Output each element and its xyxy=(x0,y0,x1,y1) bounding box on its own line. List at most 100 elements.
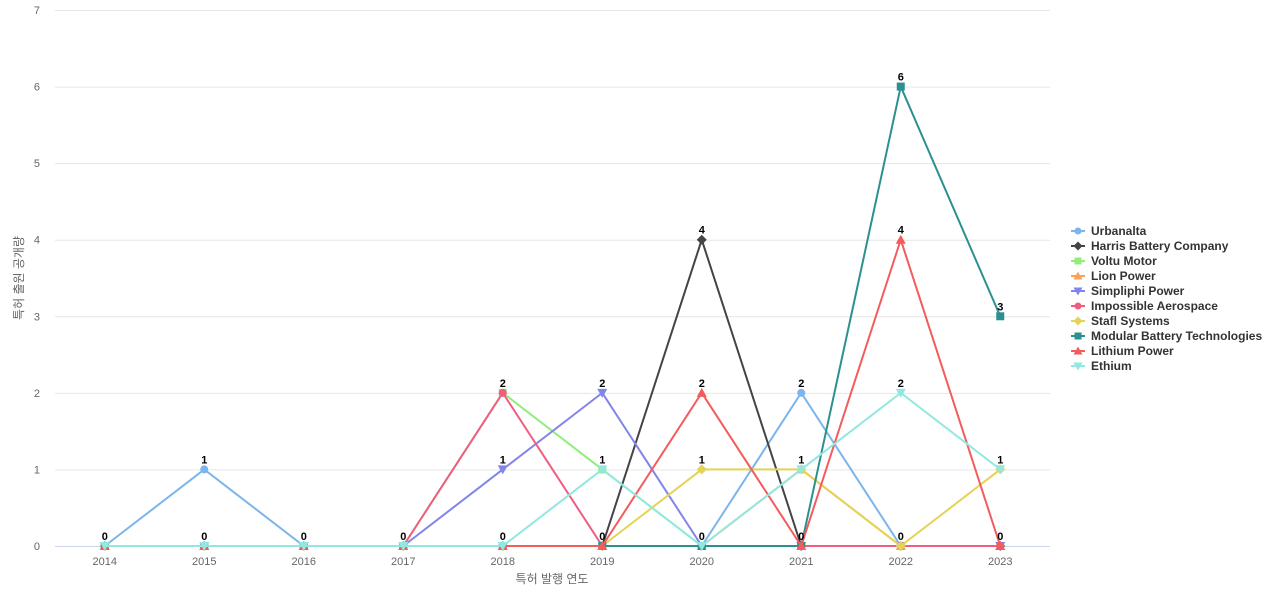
data-point[interactable] xyxy=(497,465,508,475)
y-tick-label: 6 xyxy=(34,82,40,94)
legend-item[interactable]: Lion Power xyxy=(1071,269,1156,283)
x-tick-label: 2023 xyxy=(988,556,1012,568)
data-label: 2 xyxy=(599,378,605,390)
legend-item[interactable]: Modular Battery Technologies xyxy=(1071,329,1262,343)
data-label: 1 xyxy=(500,454,506,466)
data-point[interactable] xyxy=(99,542,110,551)
legend-marker xyxy=(1074,257,1082,265)
data-point[interactable] xyxy=(597,465,608,475)
data-point[interactable] xyxy=(796,541,807,550)
legend-item[interactable]: Simpliphi Power xyxy=(1071,284,1185,298)
data-point[interactable] xyxy=(200,465,209,474)
data-label: 1 xyxy=(798,454,804,466)
legend-label: Ethium xyxy=(1091,359,1132,373)
data-label: 1 xyxy=(201,454,207,466)
legend-item[interactable]: Harris Battery Company xyxy=(1071,239,1229,253)
legend-marker xyxy=(1074,227,1082,235)
y-tick-label: 7 xyxy=(34,5,40,17)
data-point[interactable] xyxy=(597,388,608,398)
data-label: 0 xyxy=(201,531,207,543)
data-label: 1 xyxy=(997,454,1003,466)
data-label: 1 xyxy=(699,454,705,466)
x-tick-label: 2015 xyxy=(192,556,216,568)
data-labels: 0 1 0 0 0 2 1 0 2 1 0 4 2 1 0 2 1 0 6 4 2 0 3 1 0 xyxy=(102,72,1004,543)
data-point[interactable] xyxy=(796,465,807,475)
data-point[interactable] xyxy=(498,388,507,397)
data-label: 2 xyxy=(798,378,804,390)
legend-marker xyxy=(1073,271,1083,280)
data-label: 0 xyxy=(997,531,1003,543)
x-tick-label: 2018 xyxy=(491,556,515,568)
data-point[interactable] xyxy=(895,388,906,398)
legend-marker xyxy=(1074,302,1082,310)
series-group xyxy=(99,234,1006,550)
y-tick-label: 4 xyxy=(34,235,40,247)
series-line[interactable] xyxy=(103,238,1002,547)
data-label: 2 xyxy=(898,378,904,390)
legend-item[interactable]: Lithium Power xyxy=(1071,344,1174,358)
legend-item[interactable]: Stafl Systems xyxy=(1071,314,1170,328)
x-tick-label: 2021 xyxy=(789,556,813,568)
legend-label: Stafl Systems xyxy=(1091,314,1170,328)
series-group xyxy=(99,234,1006,551)
data-point[interactable] xyxy=(597,541,608,550)
data-point[interactable] xyxy=(497,542,508,551)
data-label: 0 xyxy=(699,531,705,543)
data-point[interactable] xyxy=(995,465,1006,475)
legend-item[interactable]: Voltu Motor xyxy=(1071,254,1157,268)
y-tick-label: 5 xyxy=(34,158,40,170)
data-label: 3 xyxy=(997,301,1003,313)
data-point[interactable] xyxy=(896,82,905,91)
series-line[interactable] xyxy=(103,391,1002,547)
data-point[interactable] xyxy=(895,234,906,244)
legend-label: Voltu Motor xyxy=(1091,254,1157,268)
legend-item[interactable]: Ethium xyxy=(1071,359,1132,373)
y-axis-title: 특허 출원 공개량 xyxy=(12,236,26,320)
legend-label: Harris Battery Company xyxy=(1091,239,1229,253)
legend-marker xyxy=(1073,362,1083,371)
series-lines xyxy=(99,82,1006,551)
data-label: 4 xyxy=(699,225,706,237)
x-tick-label: 2014 xyxy=(93,556,117,568)
legend-label: Simpliphi Power xyxy=(1091,284,1185,298)
data-point[interactable] xyxy=(298,542,309,551)
data-point[interactable] xyxy=(895,541,906,551)
data-point[interactable] xyxy=(199,542,210,551)
y-tick-label: 0 xyxy=(34,541,40,553)
legend-marker xyxy=(1073,316,1083,326)
data-label: 6 xyxy=(898,72,904,84)
legend-marker xyxy=(1073,346,1083,355)
x-tick-label: 2016 xyxy=(292,556,316,568)
grid-lines xyxy=(55,10,1050,471)
data-label: 0 xyxy=(301,531,307,543)
x-tick-label: 2019 xyxy=(590,556,614,568)
data-point[interactable] xyxy=(996,312,1005,321)
legend-item[interactable]: Urbanalta xyxy=(1071,224,1147,238)
y-tick-label: 3 xyxy=(34,311,40,323)
x-tick-label: 2017 xyxy=(391,556,415,568)
data-point[interactable] xyxy=(696,234,707,245)
data-label: 0 xyxy=(102,531,108,543)
legend-label: Lion Power xyxy=(1091,269,1156,283)
data-label: 1 xyxy=(599,454,605,466)
series-line[interactable] xyxy=(103,238,1002,547)
data-point[interactable] xyxy=(696,542,707,551)
data-label: 2 xyxy=(699,378,705,390)
legend-label: Lithium Power xyxy=(1091,344,1174,358)
data-point[interactable] xyxy=(995,541,1006,550)
x-tick-label: 2022 xyxy=(889,556,913,568)
legend-marker xyxy=(1073,241,1083,251)
series-group xyxy=(99,388,1006,551)
y-tick-label: 2 xyxy=(34,388,40,400)
data-point[interactable] xyxy=(797,388,806,397)
legend-item[interactable]: Impossible Aerospace xyxy=(1071,299,1218,313)
data-label: 2 xyxy=(500,378,506,390)
data-point[interactable] xyxy=(398,542,409,551)
legend-marker xyxy=(1074,332,1082,340)
data-point[interactable] xyxy=(696,464,707,475)
legend-marker xyxy=(1073,287,1083,296)
data-point[interactable] xyxy=(696,387,707,397)
x-axis-title: 특허 발행 연도 xyxy=(516,571,589,586)
